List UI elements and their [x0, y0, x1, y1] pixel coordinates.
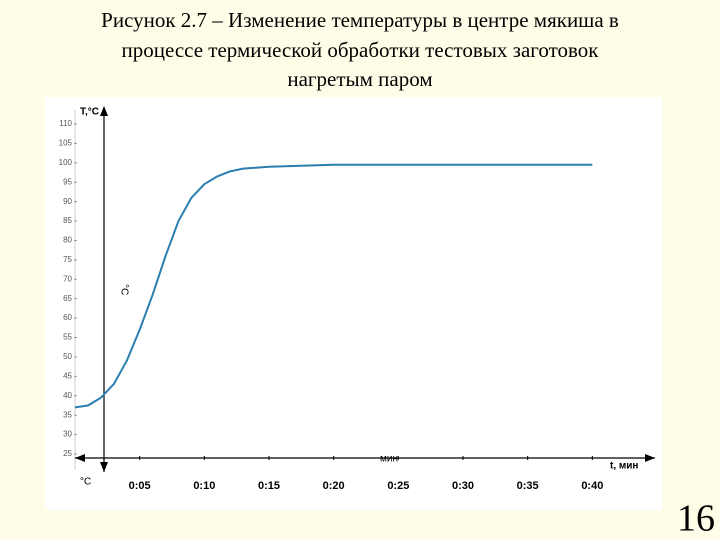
y-tick-label: 35: [63, 410, 72, 419]
chart-title: Рисунок 2.7 – Изменение температуры в це…: [101, 8, 619, 32]
y-tick-label: 25: [63, 449, 72, 458]
x-tick-label: 0:30: [452, 480, 474, 492]
x-tick-label: 0:25: [387, 480, 409, 492]
y-tick-label: 100: [59, 158, 73, 167]
page-number: 16: [677, 498, 715, 540]
x-tick-label: 0:20: [323, 480, 345, 492]
y-tick-label: 90: [63, 197, 72, 206]
y-tick-label: 70: [63, 274, 72, 283]
y-tick-label: 110: [59, 119, 72, 128]
annotation: °C: [118, 284, 129, 295]
plot-background: [45, 97, 662, 510]
y-tick-label: 45: [63, 371, 72, 380]
x-tick-label: 0:10: [193, 480, 215, 492]
chart-title: процессе термической обработки тестовых …: [122, 38, 600, 62]
x-axis-label: t, мин: [610, 461, 638, 472]
y-tick-label: 40: [63, 391, 72, 400]
y-tick-label: 50: [63, 352, 72, 361]
y-tick-label: 75: [63, 255, 72, 264]
y-tick-label: 80: [63, 236, 72, 245]
y-tick-label: 60: [63, 313, 72, 322]
x-tick-label: 0:15: [258, 480, 280, 492]
annotation: °C: [80, 477, 91, 488]
y-tick-label: 30: [63, 430, 72, 439]
y-tick-label: 65: [63, 294, 72, 303]
annotation: мин: [380, 454, 398, 465]
x-tick-label: 0:05: [129, 480, 151, 492]
data-line: [74, 163, 593, 409]
y-tick-label: 95: [63, 177, 72, 186]
y-tick-label: 55: [63, 333, 72, 342]
y-tick-label: 105: [59, 139, 73, 148]
x-tick-label: 0:35: [517, 480, 539, 492]
y-axis-label: T,°C: [80, 107, 99, 118]
chart-title: нагретым паром: [287, 67, 432, 91]
x-tick-label: 0:40: [581, 480, 603, 492]
y-tick-label: 85: [63, 216, 72, 225]
